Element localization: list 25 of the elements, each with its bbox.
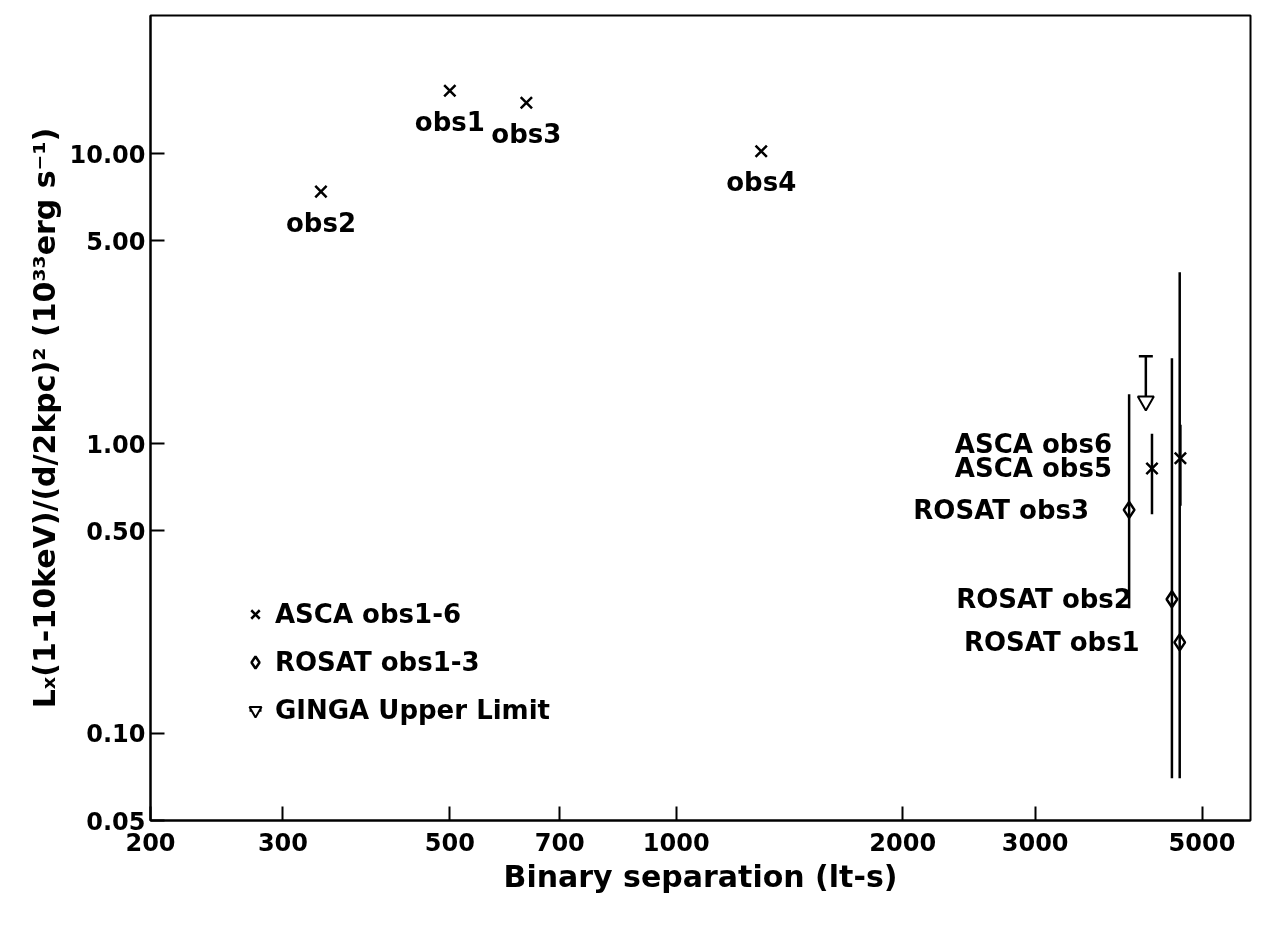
annotation: ROSAT obs2 [956, 584, 1132, 615]
annotation: obs3 [491, 118, 562, 149]
x-tick-label: 2000 [869, 828, 937, 857]
y-axis-title: Lₓ(1-10keV)/(d/2kpc)² (10³³erg s⁻¹) [26, 127, 62, 709]
annotation: obs4 [726, 167, 797, 198]
annotation: obs1 [414, 106, 485, 137]
x-axis-title: Binary separation (lt-s) [503, 858, 898, 894]
annotation: obs2 [285, 207, 356, 238]
annotation: ROSAT obs1 [963, 627, 1140, 658]
x-tick-label: 3000 [1001, 828, 1069, 857]
y-tick-label: 0.10 [86, 720, 146, 749]
x-tick-label: 5000 [1168, 828, 1236, 857]
legend-label: GINGA Upper Limit [275, 695, 551, 725]
x-tick-label: 1000 [642, 828, 710, 857]
x-tick-label: 300 [257, 828, 309, 857]
legend-label: ASCA obs1-6 [275, 599, 462, 629]
legend-label: ROSAT obs1-3 [275, 647, 480, 677]
y-tick-label: 0.50 [86, 517, 146, 546]
x-tick-label: 500 [424, 828, 475, 857]
annotation: ASCA obs5 [954, 453, 1112, 484]
y-tick-label: 1.00 [86, 430, 146, 459]
y-tick-label: 10.00 [69, 140, 146, 169]
x-tick-label: 700 [534, 828, 585, 857]
annotation: ROSAT obs3 [913, 494, 1090, 525]
y-tick-label: 5.00 [86, 227, 146, 256]
